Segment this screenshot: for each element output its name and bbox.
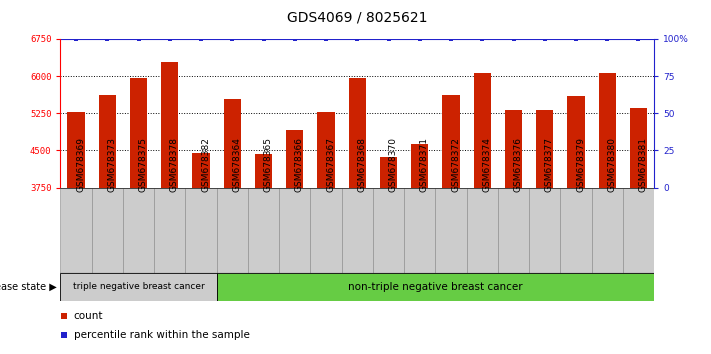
Bar: [186, 188, 217, 273]
Bar: [474, 73, 491, 188]
Bar: [123, 188, 154, 273]
Bar: [287, 130, 304, 188]
Bar: [404, 188, 435, 273]
Bar: [279, 188, 311, 273]
Bar: [505, 110, 522, 188]
Bar: [498, 188, 529, 273]
Bar: [161, 62, 178, 188]
Bar: [623, 188, 654, 273]
Bar: [68, 112, 85, 188]
Text: GSM678381: GSM678381: [638, 137, 648, 192]
Bar: [466, 188, 498, 273]
Text: percentile rank within the sample: percentile rank within the sample: [74, 330, 250, 340]
Text: GSM678373: GSM678373: [107, 137, 117, 192]
Bar: [193, 153, 210, 188]
Bar: [130, 78, 147, 188]
Bar: [529, 188, 560, 273]
Text: GSM678379: GSM678379: [576, 137, 585, 192]
Text: GSM678367: GSM678367: [326, 137, 335, 192]
Bar: [592, 188, 623, 273]
Bar: [536, 110, 553, 188]
Bar: [217, 273, 654, 301]
Bar: [248, 188, 279, 273]
Text: GSM678382: GSM678382: [201, 137, 210, 192]
Bar: [154, 188, 186, 273]
Text: GSM678368: GSM678368: [357, 137, 366, 192]
Bar: [224, 99, 241, 188]
Bar: [342, 188, 373, 273]
Text: GSM678372: GSM678372: [451, 137, 460, 192]
Bar: [255, 154, 272, 188]
Text: GSM678369: GSM678369: [76, 137, 85, 192]
Text: GSM678365: GSM678365: [264, 137, 272, 192]
Bar: [411, 143, 428, 188]
Bar: [348, 78, 366, 188]
Text: GSM678374: GSM678374: [482, 137, 491, 192]
Bar: [99, 95, 116, 188]
Text: GDS4069 / 8025621: GDS4069 / 8025621: [287, 11, 427, 25]
Bar: [60, 188, 92, 273]
Bar: [217, 188, 248, 273]
Bar: [311, 188, 342, 273]
Bar: [599, 73, 616, 188]
Bar: [380, 158, 397, 188]
Bar: [560, 188, 592, 273]
Text: GSM678366: GSM678366: [295, 137, 304, 192]
Text: GSM678377: GSM678377: [545, 137, 554, 192]
Bar: [317, 112, 335, 188]
Text: GSM678375: GSM678375: [139, 137, 148, 192]
Text: GSM678380: GSM678380: [607, 137, 616, 192]
Text: disease state ▶: disease state ▶: [0, 282, 57, 292]
Text: GSM678371: GSM678371: [419, 137, 429, 192]
Text: GSM678376: GSM678376: [513, 137, 523, 192]
Bar: [435, 188, 466, 273]
Bar: [630, 108, 647, 188]
Text: non-triple negative breast cancer: non-triple negative breast cancer: [348, 282, 523, 292]
Bar: [92, 188, 123, 273]
Text: GSM678364: GSM678364: [232, 137, 241, 192]
Bar: [567, 96, 584, 188]
Bar: [60, 273, 217, 301]
Text: count: count: [74, 311, 103, 321]
Text: triple negative breast cancer: triple negative breast cancer: [73, 282, 205, 291]
Bar: [442, 95, 459, 188]
Text: GSM678370: GSM678370: [388, 137, 397, 192]
Bar: [373, 188, 404, 273]
Text: GSM678378: GSM678378: [170, 137, 178, 192]
